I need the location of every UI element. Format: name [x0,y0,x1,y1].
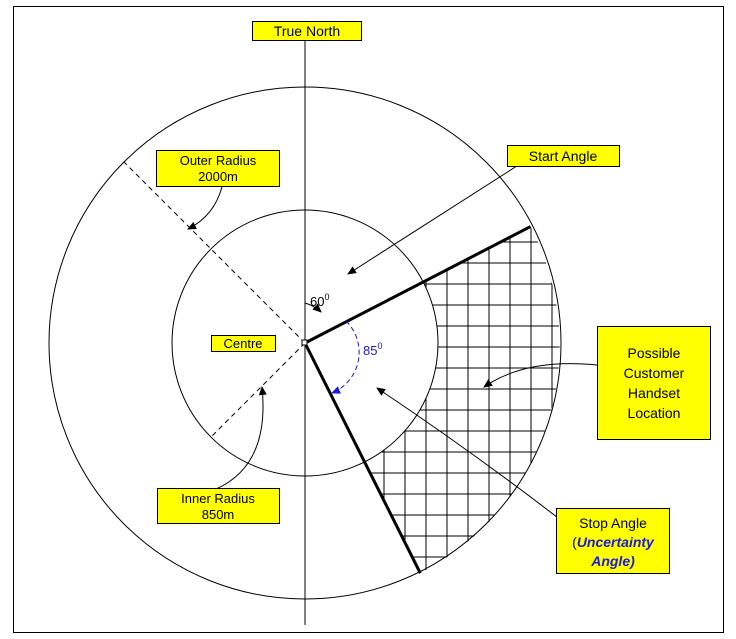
stop-angle-label: Stop Angle (Uncertainty Angle) [556,508,670,574]
possible-location-label: Possible Customer Handset Location [597,326,711,440]
outer-radius-line1: Outer Radius [180,153,257,168]
start-angle-text: Start Angle [529,148,598,164]
inner-radius-pointer [215,386,267,490]
location-pointer [483,363,598,388]
stop-angle-line1: Stop Angle [579,515,647,531]
stop-angle-pointer [376,387,567,525]
outer-radius-label: Outer Radius 2000m [156,150,280,187]
start-angle-arc [304,302,322,313]
start-angle-value: 600 [310,292,329,309]
centre-label: Centre [211,335,276,352]
inner-radius-line1: Inner Radius [181,491,255,506]
possible-location-line1: Possible [628,345,681,361]
stop-angle-open-paren: ( [572,534,577,550]
stop-angle-arc [331,320,360,394]
start-angle-number: 60 [310,294,324,309]
centre-point [301,339,308,346]
start-angle-degree: 0 [324,292,329,302]
stop-angle-emph1: Uncertainty [577,534,655,550]
true-north-text: True North [274,23,340,39]
outer-radius-line2: 2000m [198,169,238,184]
outer-radius-pointer [187,186,223,230]
outer-radius-line [123,161,306,344]
stop-angle-number: 85 [363,343,377,358]
stop-angle-line [303,342,422,574]
inner-radius-label: Inner Radius 850m [157,488,280,524]
centre-text: Centre [223,336,262,351]
hatched-region [305,226,560,574]
possible-location-line2: Customer [624,365,685,381]
stop-angle-line3: Angle) [590,553,635,569]
inner-radius-line2: 850m [202,507,235,522]
stop-angle-degree: 0 [377,341,382,351]
possible-location-line4: Location [628,405,681,421]
inner-radius-line [210,342,306,438]
start-angle-pointer [347,163,521,275]
start-angle-label: Start Angle [507,145,620,167]
stop-angle-line2: (Uncertainty [572,534,655,550]
start-angle-line [304,225,532,345]
diagram-frame [13,6,724,633]
true-north-label: True North [252,21,362,41]
possible-location-line3: Handset [628,385,680,401]
stop-angle-value: 850 [363,341,382,358]
